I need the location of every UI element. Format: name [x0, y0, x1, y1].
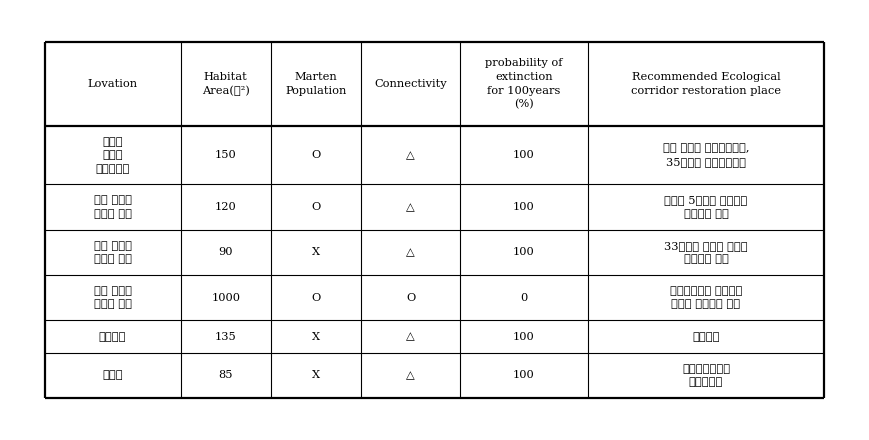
Text: 135: 135: [215, 332, 236, 341]
Text: O: O: [406, 293, 415, 303]
Text: 내장산일대와 연결되는
생태축 보전노력 필요: 내장산일대와 연결되는 생태축 보전노력 필요: [670, 286, 742, 309]
Text: X: X: [312, 332, 320, 341]
Text: 33번국도 고성군 이당리
생태통로 필요: 33번국도 고성군 이당리 생태통로 필요: [664, 241, 748, 264]
Text: 칠곡군 5번국도 소야고개
생태통로 필요: 칠곡군 5번국도 소야고개 생태통로 필요: [665, 195, 747, 219]
Text: 복원불가: 복원불가: [693, 332, 720, 341]
Text: X: X: [312, 247, 320, 257]
Text: 1000: 1000: [211, 293, 241, 303]
Text: 100: 100: [513, 202, 535, 212]
Text: 0: 0: [521, 293, 527, 303]
Text: Lovation: Lovation: [88, 79, 137, 89]
Text: △: △: [407, 150, 415, 160]
Text: O: O: [311, 202, 321, 212]
Text: 100: 100: [513, 150, 535, 160]
Text: O: O: [311, 150, 321, 160]
Text: 울산 봉계리 경부고속도로,
35번국도 생태통로필요: 울산 봉계리 경부고속도로, 35번국도 생태통로필요: [663, 143, 749, 167]
Text: Marten
Population: Marten Population: [286, 72, 347, 96]
Text: 전남 함평군
고산봉 일대: 전남 함평군 고산봉 일대: [94, 286, 131, 309]
Text: 선운산: 선운산: [103, 370, 123, 381]
Text: Connectivity: Connectivity: [375, 79, 448, 89]
Text: 120: 120: [215, 202, 236, 212]
Text: Recommended Ecological
corridor restoration place: Recommended Ecological corridor restorat…: [631, 72, 781, 96]
Text: △: △: [407, 202, 415, 212]
Text: △: △: [407, 370, 415, 381]
Text: 100: 100: [513, 370, 535, 381]
Text: X: X: [312, 370, 320, 381]
Text: 울산시
두동면
치술령일대: 울산시 두동면 치술령일대: [96, 137, 129, 174]
Text: 90: 90: [218, 247, 233, 257]
Text: 경북 칠곡군
황학산 일대: 경북 칠곡군 황학산 일대: [94, 195, 131, 219]
Text: Habitat
Area(㎞²): Habitat Area(㎞²): [202, 72, 249, 96]
Text: △: △: [407, 247, 415, 257]
Text: 경남 사천시
외룡산 일대: 경남 사천시 외룡산 일대: [94, 241, 131, 264]
Text: 100: 100: [513, 332, 535, 341]
Text: 85: 85: [218, 370, 233, 381]
Text: 100: 100: [513, 247, 535, 257]
Text: △: △: [407, 332, 415, 341]
Text: probability of
extinction
for 100years
(%): probability of extinction for 100years (…: [485, 59, 563, 110]
Text: 서해안고속도로
고창휴게소: 서해안고속도로 고창휴게소: [682, 363, 730, 387]
Text: O: O: [311, 293, 321, 303]
Text: 150: 150: [215, 150, 236, 160]
Text: 변산반도: 변산반도: [99, 332, 126, 341]
